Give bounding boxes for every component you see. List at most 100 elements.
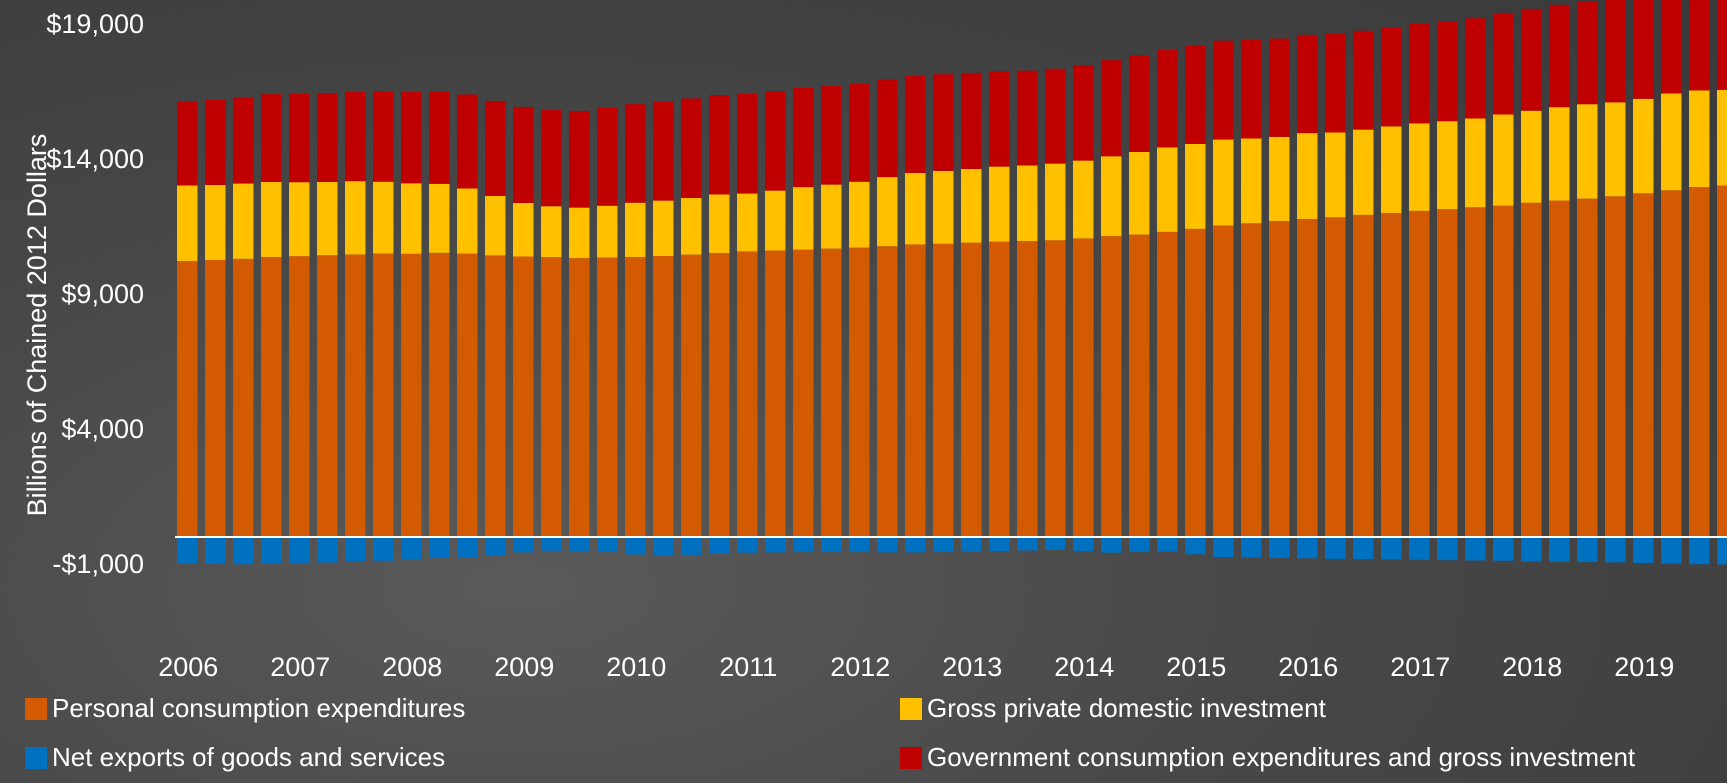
bar-segment-net-exports (1437, 537, 1458, 561)
bar-segment-net-exports (821, 537, 842, 553)
bar-segment-government (1101, 60, 1122, 157)
bar-segment-net-exports (1185, 537, 1206, 555)
bar-segment-private-investment (1717, 89, 1727, 186)
bar-segment-government (905, 75, 926, 173)
bar-segment-net-exports (1465, 537, 1486, 561)
bar-segment-government (793, 88, 814, 188)
bar-segment-net-exports (429, 537, 450, 559)
bar-segment-personal-consumption (597, 257, 618, 537)
bar-segment-government (513, 106, 534, 203)
bar-segment-personal-consumption (205, 260, 226, 537)
bar-segment-personal-consumption (849, 247, 870, 537)
bar-segment-net-exports (849, 537, 870, 553)
bar-segment-personal-consumption (1325, 217, 1346, 538)
y-tick-label: $4,000 (61, 414, 144, 444)
bar-segment-personal-consumption (905, 244, 926, 537)
bar-segment-government (569, 110, 590, 208)
x-tick-label: 2013 (942, 652, 1002, 682)
bar-segment-private-investment (261, 181, 282, 257)
bar-segment-private-investment (289, 182, 310, 257)
bar-segment-government (345, 91, 366, 182)
bar-segment-private-investment (1493, 114, 1514, 206)
bar-segment-personal-consumption (1381, 213, 1402, 537)
bar-segment-personal-consumption (1045, 240, 1066, 538)
bar-segment-private-investment (1605, 102, 1626, 197)
bar-segment-net-exports (1353, 537, 1374, 560)
bar-segment-government (401, 92, 422, 184)
bar-segment-personal-consumption (513, 256, 534, 537)
bar-segment-private-investment (1633, 98, 1654, 194)
x-tick-label: 2007 (270, 652, 330, 682)
bar-segment-private-investment (961, 169, 982, 243)
bar-segment-government (653, 101, 674, 201)
bar-segment-private-investment (401, 183, 422, 254)
x-axis-ticks: 2006 2007 2008 2009 2010 2011 2012 2013 2014 2015… (158, 652, 1674, 682)
bar-segment-private-investment (1661, 93, 1682, 191)
y-tick-label: $19,000 (46, 9, 144, 39)
bar-segment-net-exports (961, 537, 982, 552)
bar-segment-private-investment (905, 173, 926, 245)
bar-segment-net-exports (317, 537, 338, 563)
bar-segment-private-investment (625, 202, 646, 257)
bar-segment-net-exports (933, 537, 954, 553)
bar-segment-net-exports (597, 537, 618, 553)
bar-segment-personal-consumption (1297, 218, 1318, 537)
bar-segment-government (1409, 23, 1430, 124)
bar-segment-personal-consumption (485, 255, 506, 537)
x-tick-label: 2018 (1502, 652, 1562, 682)
bar-segment-personal-consumption (961, 242, 982, 537)
bar-segment-net-exports (1017, 537, 1038, 551)
x-tick-label: 2015 (1166, 652, 1226, 682)
bar-segment-private-investment (1045, 163, 1066, 241)
bar-segment-government (429, 91, 450, 184)
bar-segment-net-exports (1297, 537, 1318, 559)
bars-layer (177, 0, 1727, 565)
bar-segment-net-exports (1269, 537, 1290, 559)
x-tick-label: 2008 (382, 652, 442, 682)
bar-segment-personal-consumption (1409, 210, 1430, 538)
bar-segment-government (877, 79, 898, 178)
bar-segment-net-exports (653, 537, 674, 556)
bar-segment-private-investment (877, 177, 898, 247)
bar-segment-net-exports (1661, 537, 1682, 564)
bar-segment-government (1241, 39, 1262, 139)
y-axis-title: Billions of Chained 2012 Dollars (22, 134, 52, 517)
bar-segment-net-exports (1409, 537, 1430, 560)
bar-segment-private-investment (177, 185, 198, 262)
bar-segment-private-investment (1325, 132, 1346, 218)
bar-segment-net-exports (877, 537, 898, 553)
bar-segment-private-investment (737, 193, 758, 252)
x-tick-label: 2009 (494, 652, 554, 682)
bar-segment-private-investment (765, 190, 786, 251)
bar-segment-net-exports (1129, 537, 1150, 553)
bar-segment-personal-consumption (1241, 223, 1262, 538)
bar-segment-government (709, 95, 730, 195)
bar-segment-private-investment (373, 181, 394, 254)
bar-segment-government (1185, 45, 1206, 144)
bar-segment-net-exports (709, 537, 730, 554)
bar-segment-private-investment (793, 187, 814, 250)
bar-segment-private-investment (821, 184, 842, 249)
bar-segment-net-exports (1521, 537, 1542, 562)
bar-segment-private-investment (653, 200, 674, 256)
bar-segment-private-investment (1129, 152, 1150, 235)
bar-segment-net-exports (1493, 537, 1514, 561)
bar-segment-government (233, 97, 254, 184)
bar-segment-personal-consumption (877, 246, 898, 537)
legend-label: Personal consumption expenditures (52, 693, 465, 723)
bar-segment-private-investment (681, 197, 702, 255)
bar-segment-government (1661, 0, 1682, 94)
bar-segment-government (821, 86, 842, 185)
bar-segment-government (1549, 4, 1570, 108)
bar-segment-government (261, 94, 282, 182)
legend: Personal consumption expenditures Gross p… (25, 693, 1636, 772)
bar-segment-private-investment (597, 205, 618, 258)
bar-segment-personal-consumption (1633, 193, 1654, 538)
bar-segment-government (1381, 27, 1402, 127)
bar-segment-government (989, 71, 1010, 167)
bar-segment-personal-consumption (765, 250, 786, 537)
bar-segment-private-investment (1437, 121, 1458, 210)
bar-segment-private-investment (1157, 147, 1178, 232)
bar-segment-personal-consumption (1577, 198, 1598, 537)
